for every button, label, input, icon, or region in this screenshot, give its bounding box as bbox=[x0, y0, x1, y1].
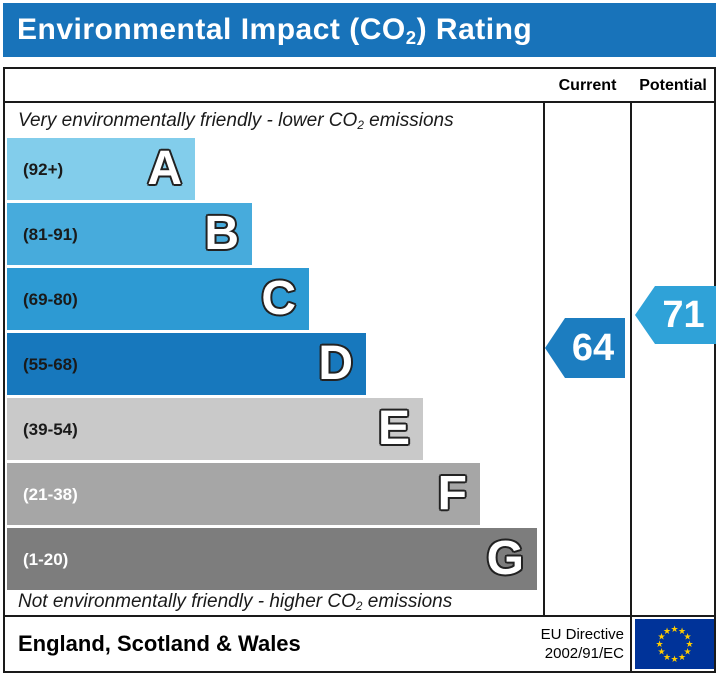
svg-text:★: ★ bbox=[670, 655, 678, 665]
current-column-header: Current bbox=[558, 77, 617, 94]
band-bar: (1-20) G bbox=[7, 528, 537, 590]
footer: England, Scotland & Wales EU Directive 2… bbox=[3, 615, 716, 673]
chart-title-bar: Environmental Impact (CO2) Rating bbox=[3, 3, 716, 57]
band-letter: F bbox=[437, 467, 467, 520]
top-note: Very environmentally friendly - lower CO… bbox=[18, 110, 454, 133]
rating-band-row: (55-68) D bbox=[7, 333, 366, 395]
band-letter: A bbox=[147, 142, 182, 195]
svg-text:★: ★ bbox=[657, 648, 665, 658]
current-rating-value: 64 bbox=[571, 327, 615, 369]
eu-flag-icon: ★ ★ ★ ★ ★ ★ ★ ★ ★ ★ ★ ★ bbox=[635, 619, 714, 669]
band-bar: (21-38) F bbox=[7, 463, 480, 525]
rating-band-row: (39-54) E bbox=[7, 398, 423, 460]
band-letter: G bbox=[486, 532, 524, 585]
svg-text:★: ★ bbox=[678, 653, 686, 663]
flag-cell-divider bbox=[630, 617, 632, 671]
potential-rating-arrow: 71 bbox=[635, 286, 716, 344]
title-subscript: 2 bbox=[405, 27, 417, 49]
rating-band-row: (92+) A bbox=[7, 138, 195, 200]
band-letter: B bbox=[204, 207, 239, 260]
band-range-label: (69-80) bbox=[23, 290, 78, 309]
svg-text:★: ★ bbox=[663, 653, 671, 663]
band-range-label: (55-68) bbox=[23, 355, 78, 374]
rating-band-row: (81-91) B bbox=[7, 203, 252, 265]
svg-text:★: ★ bbox=[678, 627, 686, 637]
svg-text:★: ★ bbox=[670, 625, 678, 635]
band-range-label: (39-54) bbox=[23, 420, 78, 439]
bottom-note: Not environmentally friendly - higher CO… bbox=[18, 591, 453, 614]
region-label: England, Scotland & Wales bbox=[18, 631, 301, 656]
potential-column-divider bbox=[630, 69, 632, 615]
band-bar: (55-68) D bbox=[7, 333, 366, 395]
current-rating-arrow: 64 bbox=[545, 318, 625, 378]
current-column-divider bbox=[543, 69, 545, 615]
svg-text:★: ★ bbox=[683, 648, 691, 658]
rating-band-row: (21-38) F bbox=[7, 463, 480, 525]
svg-text:★: ★ bbox=[683, 633, 691, 643]
band-bar: (39-54) E bbox=[7, 398, 423, 460]
band-letter: D bbox=[318, 337, 353, 390]
band-range-label: (81-91) bbox=[23, 225, 78, 244]
potential-rating-value: 71 bbox=[662, 294, 705, 336]
epc-chart: Current Potential Very environmentally f… bbox=[3, 67, 716, 617]
chart-title: Environmental Impact (CO2) Rating bbox=[17, 13, 533, 49]
band-letter: E bbox=[377, 402, 410, 455]
eu-directive-label: EU Directive 2002/91/EC bbox=[540, 626, 624, 662]
band-range-label: (1-20) bbox=[23, 550, 69, 569]
band-bar: (69-80) C bbox=[7, 268, 309, 330]
band-range-label: (21-38) bbox=[23, 485, 78, 504]
band-letter: C bbox=[261, 272, 296, 325]
band-bar: (92+) A bbox=[7, 138, 195, 200]
rating-band-row: (1-20) G bbox=[7, 528, 537, 590]
svg-text:★: ★ bbox=[663, 627, 671, 637]
svg-text:★: ★ bbox=[655, 640, 663, 650]
svg-text:★: ★ bbox=[657, 633, 665, 643]
band-bar: (81-91) B bbox=[7, 203, 252, 265]
band-range-label: (92+) bbox=[23, 160, 64, 179]
rating-band-row: (69-80) C bbox=[7, 268, 309, 330]
column-header-row: Current Potential bbox=[5, 69, 714, 103]
svg-text:★: ★ bbox=[685, 640, 693, 650]
potential-column-header: Potential bbox=[639, 77, 707, 94]
